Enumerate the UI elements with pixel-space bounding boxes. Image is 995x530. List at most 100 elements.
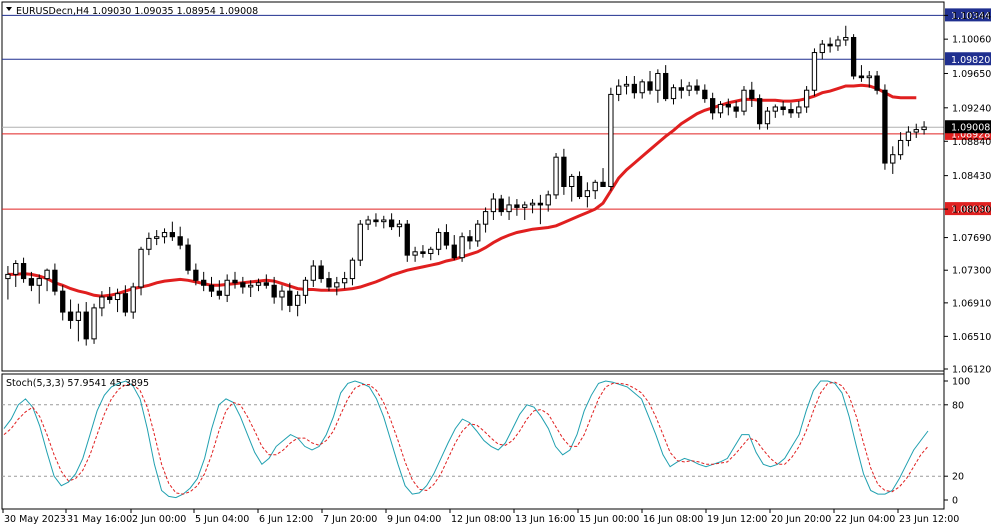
- candle-bull: [302, 279, 309, 296]
- candle-bull: [255, 282, 262, 286]
- candle-bear: [702, 89, 708, 100]
- level-label-box: [945, 202, 991, 216]
- level-label-box: [945, 8, 991, 22]
- candle-bull: [819, 43, 825, 54]
- candle-bull: [545, 194, 551, 206]
- candle-bull: [522, 204, 528, 208]
- candle-bear: [28, 278, 35, 286]
- candle-bull: [490, 198, 497, 213]
- current-price-label: 1.09008: [951, 123, 990, 134]
- price-panel-frame: [1, 1, 945, 372]
- stoch-label: Stoch(5,3,3) 57.9541 45.3895: [6, 378, 149, 389]
- candle-bull: [506, 204, 512, 213]
- candle-bear: [185, 244, 191, 271]
- candle-bull: [36, 278, 42, 286]
- candle-bull: [13, 263, 19, 275]
- candle-bear: [271, 284, 277, 298]
- time-tick-label: 16 Jun 08:00: [643, 514, 703, 525]
- candle-bull: [365, 219, 371, 225]
- candle-bear: [177, 236, 183, 246]
- price-tick-label: 1.06510: [952, 332, 991, 343]
- candle-bear: [169, 232, 176, 238]
- candle-bull: [75, 311, 82, 321]
- candle-bear: [443, 232, 450, 246]
- candle-bear: [874, 75, 880, 91]
- candle-bear: [20, 263, 27, 280]
- candle-bear: [388, 219, 395, 228]
- candle-bull: [686, 85, 692, 91]
- candle-bear: [749, 89, 755, 100]
- candle-bull: [341, 278, 348, 284]
- time-tick-label: 5 Jun 04:00: [195, 514, 249, 525]
- candle-bull: [310, 265, 316, 281]
- candle-bear: [263, 282, 269, 286]
- candle-bull: [796, 106, 802, 114]
- candle-bull: [616, 85, 622, 95]
- price-tick-label: 1.06120: [952, 365, 991, 376]
- candle-bull: [843, 36, 849, 41]
- candle-bear: [240, 282, 246, 288]
- price-tick-label: 1.08030: [952, 205, 991, 216]
- candle-bear: [216, 290, 222, 296]
- candle-bear: [514, 204, 520, 208]
- candle-bull: [412, 251, 418, 256]
- time-tick-label: 31 May 16:00: [67, 514, 132, 525]
- time-tick-label: 12 Jun 08:00: [451, 514, 511, 525]
- price-tick-label: 1.08840: [952, 137, 991, 148]
- candle-bull: [294, 294, 301, 306]
- ohlc-values: 1.09030 1.09035 1.08954 1.09008: [92, 6, 258, 17]
- candle-bear: [882, 89, 888, 164]
- candle-bear: [631, 83, 638, 94]
- candle-bull: [803, 89, 810, 108]
- time-tick-label: 23 Jun 12:00: [899, 514, 959, 525]
- candle-bear: [67, 311, 74, 321]
- candle-bear: [107, 296, 113, 301]
- candle-bull: [482, 211, 489, 225]
- dropdown-arrow-icon[interactable]: [6, 7, 12, 11]
- candle-bull: [381, 219, 387, 223]
- time-tick-label: 7 Jun 20:00: [323, 514, 377, 525]
- candle-bull: [334, 282, 340, 288]
- price-tick-label: 1.06910: [952, 298, 991, 309]
- price-tick-label: 1.07690: [952, 233, 991, 244]
- stochastic-panel: 100 80 20 0: [2, 377, 970, 507]
- candle-bull: [717, 103, 724, 114]
- candle-bear: [498, 198, 504, 213]
- candle-bear: [733, 106, 739, 112]
- time-tick-label: 22 Jun 04:00: [835, 514, 895, 525]
- candle-bull: [99, 296, 105, 309]
- level-label: 1.09820: [951, 55, 990, 66]
- stoch-tick-label: 0: [952, 496, 958, 507]
- level-label: 1.08030: [951, 205, 990, 216]
- candle-bull: [890, 154, 896, 164]
- price-tick-label: 1.08430: [952, 171, 991, 182]
- time-tick-label: 2 Jun 00:00: [132, 514, 186, 525]
- level-label: 1.10344: [951, 11, 990, 22]
- candle-bear: [404, 223, 410, 256]
- candle-bull: [670, 87, 677, 100]
- candle-bull: [592, 181, 598, 192]
- candle-bear: [373, 219, 379, 223]
- candle-bull: [114, 293, 121, 301]
- candle-bull: [428, 248, 434, 254]
- candle-bull: [349, 259, 356, 280]
- candle-bear: [232, 279, 238, 284]
- candle-bull: [921, 126, 927, 131]
- candle-bull: [138, 248, 144, 288]
- candle-bear: [420, 251, 426, 254]
- candle-bull: [146, 237, 152, 250]
- price-tick-label: 1.10344: [952, 11, 991, 22]
- candles: [5, 25, 927, 346]
- candle-bull: [623, 83, 630, 87]
- candle-bull: [866, 75, 872, 79]
- candle-bull: [459, 236, 465, 259]
- candle-bull: [584, 190, 591, 198]
- time-axis: 30 May 2023 31 May 16:00 2 Jun 00:00 5 Jun …: [2, 509, 959, 525]
- time-tick-label: 6 Jun 12:00: [259, 514, 313, 525]
- candle-bear: [561, 156, 567, 187]
- time-tick-label: 30 May 2023: [4, 514, 66, 525]
- candle-bear: [122, 293, 129, 313]
- time-tick-label: 19 Jun 12:00: [707, 514, 767, 525]
- candle-bull: [91, 307, 97, 340]
- candle-bear: [756, 98, 763, 125]
